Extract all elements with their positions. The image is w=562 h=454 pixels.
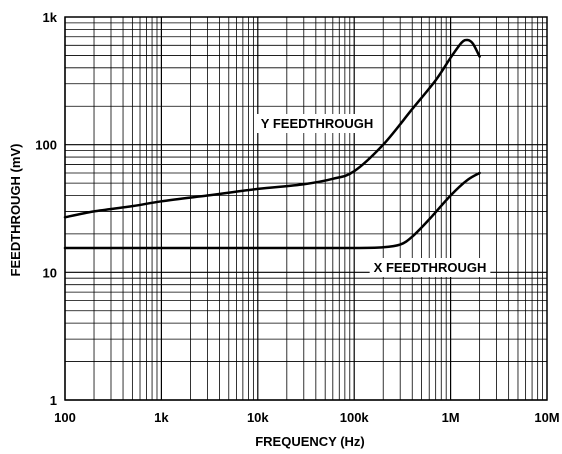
x-tick-label: 10M (534, 410, 559, 425)
annotation-layer: Y FEEDTHROUGH X FEEDTHROUGH (256, 114, 491, 277)
y-feedthrough-label-background (256, 114, 378, 133)
x-tick-label: 100 (54, 410, 76, 425)
series-layer (63, 38, 481, 250)
x-tick-label: 10k (247, 410, 269, 425)
y-axis-title: FEEDTHROUGH (mV) (8, 144, 23, 277)
y-feedthrough-label: Y FEEDTHROUGH (261, 116, 373, 131)
major-gridlines (64, 17, 547, 401)
x-feedthrough-line (63, 171, 481, 250)
x-axis-title: FREQUENCY (Hz) (255, 434, 365, 449)
y-tick-label: 1 (50, 393, 57, 408)
x-tick-label: 1k (154, 410, 169, 425)
x-feedthrough-label-group: X FEEDTHROUGH (369, 258, 491, 277)
x-tick-label: 1M (442, 410, 460, 425)
x-feedthrough-label-background (369, 258, 491, 277)
plot-frame (64, 16, 548, 401)
y-tick-label: 100 (35, 138, 57, 153)
y-tick-labels: 1 10 100 1k (35, 10, 57, 408)
y-tick-label: 1k (43, 10, 58, 25)
y-tick-label: 10 (43, 265, 57, 280)
y-feedthrough-label-group: Y FEEDTHROUGH (256, 114, 378, 133)
x-tick-labels: 100 1k 10k 100k 1M 10M (54, 410, 560, 425)
x-tick-label: 100k (340, 410, 370, 425)
minor-gridlines (65, 17, 547, 400)
y-feedthrough-line (63, 38, 481, 219)
x-feedthrough-label: X FEEDTHROUGH (374, 260, 487, 275)
